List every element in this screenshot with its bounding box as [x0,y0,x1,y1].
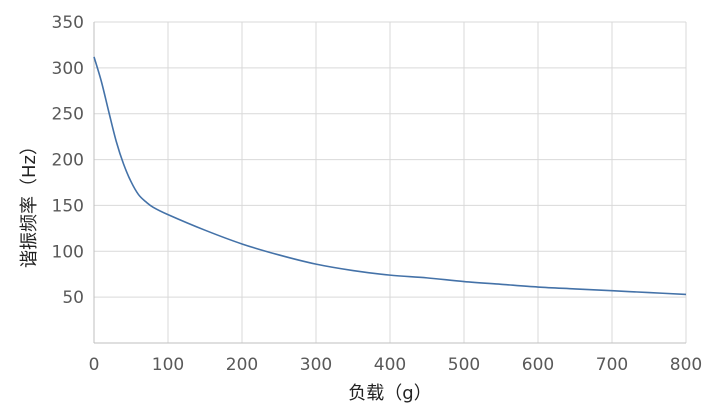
x-tick-label: 400 [374,355,406,375]
x-tick-label: 600 [522,355,554,375]
y-tick-label: 300 [52,59,84,79]
x-tick-label: 700 [596,355,628,375]
x-axis-title: 负载（g） [348,383,431,404]
y-tick-label: 350 [52,13,84,33]
series [93,56,687,296]
x-tick-label: 100 [152,355,184,375]
axes [93,22,686,344]
y-tick-label: 50 [62,288,84,308]
y-tick-label: 200 [52,151,84,171]
series-line [93,56,687,296]
x-tick-label: 500 [448,355,480,375]
x-tick-label: 800 [670,355,702,375]
grid [94,21,687,343]
y-tick-label: 100 [52,242,84,262]
x-tick-label: 200 [226,355,258,375]
y-tick-labels: 50 100 150 200 250 300 350 [52,13,84,308]
y-axis-title: 谐振频率（Hz） [19,137,40,268]
x-tick-labels: 0 100 200 300 400 500 600 700 800 [89,355,703,375]
x-tick-label: 300 [300,355,332,375]
y-tick-label: 150 [52,196,84,216]
x-tick-label: 0 [89,355,100,375]
y-tick-label: 250 [52,105,84,125]
